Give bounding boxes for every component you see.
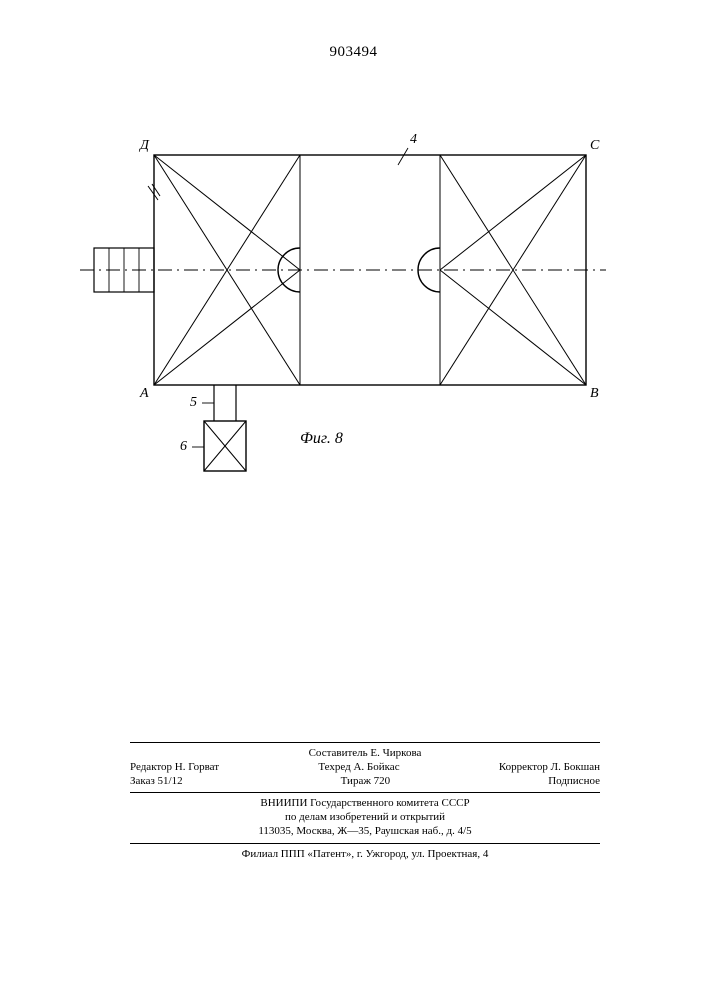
footer-editor: Редактор Н. Горват — [130, 761, 219, 775]
page: 903494 — [0, 0, 707, 1000]
footer-addr1: 113035, Москва, Ж—35, Раушская наб., д. … — [130, 825, 600, 839]
corner-top-right: С — [590, 138, 599, 154]
footer-corrector: Корректор Л. Бокшан — [499, 761, 600, 775]
footer-printrun: Тираж 720 — [341, 775, 391, 789]
diag-l2 — [154, 270, 300, 385]
tick-arrow — [148, 186, 158, 200]
diag-r2 — [440, 270, 586, 385]
footer-addr2: Филиал ППП «Патент», г. Ужгород, ул. Про… — [130, 848, 600, 862]
footer-order: Заказ 51/12 — [130, 775, 183, 789]
footer-compiler: Составитель Е. Чиркова — [130, 747, 600, 761]
footer-tech-editor: Техред А. Бойкас — [318, 761, 399, 775]
callout-4: 4 — [410, 132, 417, 148]
corner-bot-right: В — [590, 386, 599, 402]
corner-top-left: Д — [140, 138, 149, 154]
footer-subscription: Подписное — [548, 775, 600, 789]
callout-5: 5 — [190, 395, 197, 411]
corner-bot-left: А — [140, 386, 149, 402]
leader-4 — [398, 148, 408, 165]
callout-6: 6 — [180, 439, 187, 455]
footer-org1: ВНИИПИ Государственного комитета СССР — [130, 797, 600, 811]
figure-caption: Фиг. 8 — [300, 430, 343, 448]
footer-org2: по делам изобретений и открытий — [130, 811, 600, 825]
diag-r1 — [440, 155, 586, 270]
footer-block: Составитель Е. Чиркова Редактор Н. Горва… — [130, 738, 600, 861]
